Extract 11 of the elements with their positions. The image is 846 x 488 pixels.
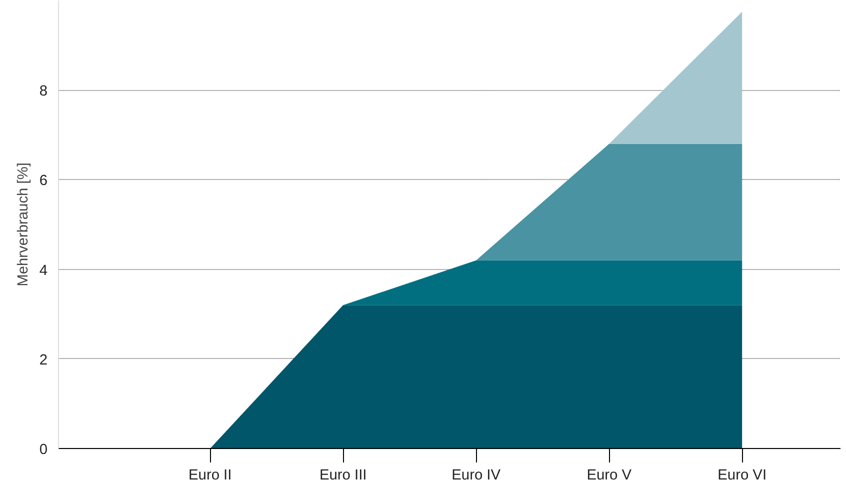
y-axis-title: Mehrverbrauch [%] bbox=[15, 162, 32, 286]
y-tick-label: 6 bbox=[39, 173, 48, 190]
x-tick-label: Euro III bbox=[319, 468, 367, 484]
x-tick-label: Euro V bbox=[586, 468, 632, 484]
y-tick-label: 4 bbox=[39, 262, 48, 279]
x-tick-label: Euro IV bbox=[452, 468, 501, 484]
y-tick-label: 2 bbox=[39, 352, 48, 368]
x-tick-label: Euro VI bbox=[718, 468, 767, 484]
y-tick-label: 0 bbox=[39, 442, 48, 458]
x-tick-label: Euro II bbox=[188, 468, 232, 484]
y-tick-label: 8 bbox=[39, 84, 48, 100]
